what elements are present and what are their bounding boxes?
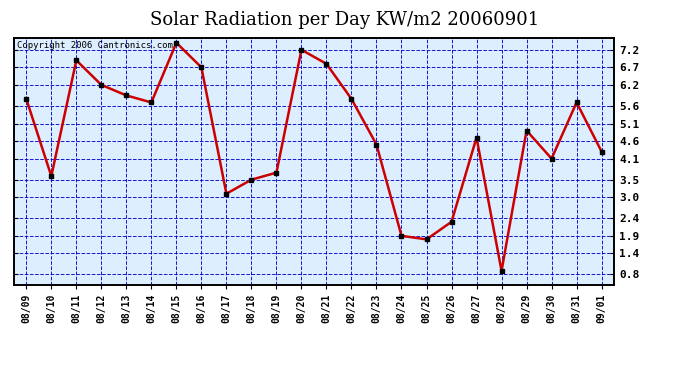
Text: Solar Radiation per Day KW/m2 20060901: Solar Radiation per Day KW/m2 20060901 [150,11,540,29]
Text: Copyright 2006 Cantronics.com: Copyright 2006 Cantronics.com [17,41,172,50]
